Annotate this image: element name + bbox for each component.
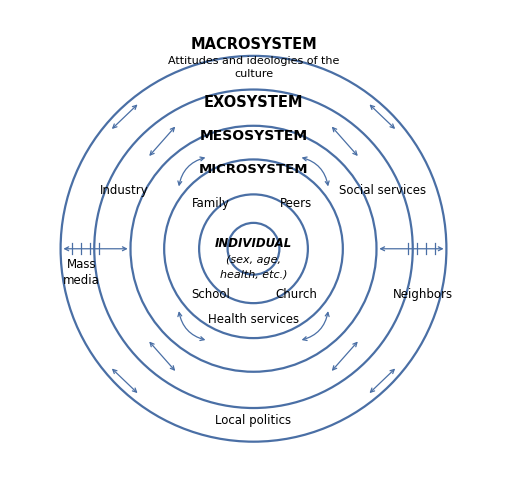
Text: School: School xyxy=(191,288,230,301)
Text: Local politics: Local politics xyxy=(215,415,292,428)
Text: Industry: Industry xyxy=(100,184,149,197)
Text: Church: Church xyxy=(275,288,317,301)
Text: Health services: Health services xyxy=(208,313,299,326)
Text: Family: Family xyxy=(192,197,230,210)
Text: Mass
media: Mass media xyxy=(63,257,100,287)
Text: MACROSYSTEM: MACROSYSTEM xyxy=(190,37,317,52)
Text: INDIVIDUAL: INDIVIDUAL xyxy=(215,237,292,250)
Text: health, etc.): health, etc.) xyxy=(220,269,287,280)
Text: MICROSYSTEM: MICROSYSTEM xyxy=(199,163,308,176)
Text: Neighbors: Neighbors xyxy=(393,288,453,301)
Text: Social services: Social services xyxy=(339,184,426,197)
Text: EXOSYSTEM: EXOSYSTEM xyxy=(204,95,303,110)
Text: Peers: Peers xyxy=(280,197,312,210)
Text: MESOSYSTEM: MESOSYSTEM xyxy=(199,129,308,143)
Text: (sex, age,: (sex, age, xyxy=(226,255,281,266)
Text: Attitudes and ideologies of the
culture: Attitudes and ideologies of the culture xyxy=(168,56,339,79)
